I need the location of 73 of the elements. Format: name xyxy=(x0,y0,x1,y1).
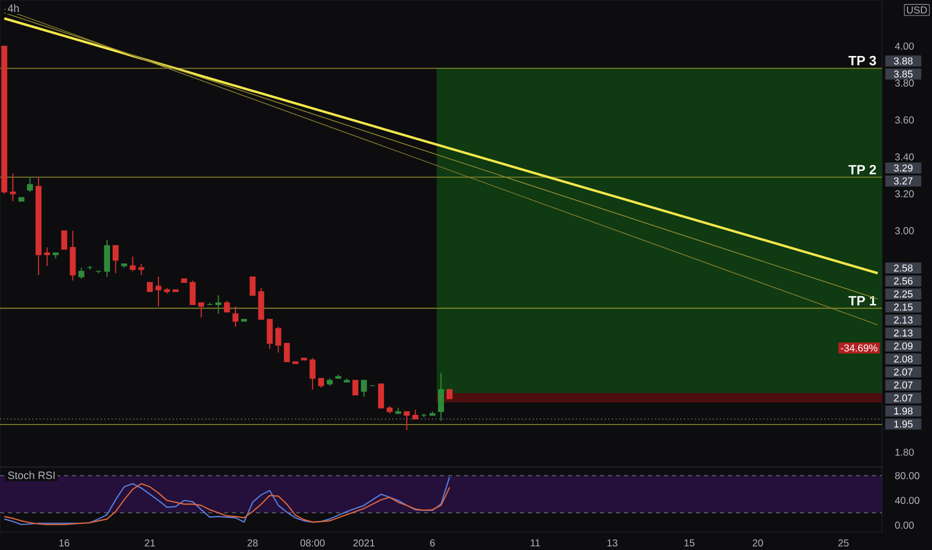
candlestick xyxy=(198,302,204,318)
x-tick-label: 28 xyxy=(248,539,258,546)
candlestick xyxy=(44,246,50,266)
candlestick xyxy=(138,263,144,276)
ref-line-label: TP 1 xyxy=(848,296,876,306)
candlestick xyxy=(190,280,196,306)
y-tick-label: 4.00 xyxy=(894,42,914,50)
candlestick xyxy=(275,326,282,354)
text: 2.13 xyxy=(894,329,913,337)
candlestick xyxy=(404,411,410,431)
text: 3.29 xyxy=(894,164,913,172)
text: 2.07 xyxy=(894,394,913,402)
candlestick xyxy=(112,244,119,274)
x-tick-label: 25 xyxy=(838,539,849,546)
text: 2.58 xyxy=(894,264,913,272)
candlestick xyxy=(10,172,16,202)
y-tick-label: 3.60 xyxy=(895,116,914,124)
text: 2.07 xyxy=(894,381,913,389)
chart-title: 4h xyxy=(8,4,19,12)
candlestick xyxy=(438,372,444,422)
candlestick xyxy=(266,318,273,350)
x-tick-label: 15 xyxy=(684,539,694,546)
candlestick xyxy=(284,342,290,362)
candlestick xyxy=(130,256,136,272)
text: 2.15 xyxy=(894,303,913,311)
ref-line-label: TP 3 xyxy=(848,56,876,66)
candlestick xyxy=(378,384,384,408)
x-tick-label: 2021 xyxy=(353,539,375,546)
text: 2.09 xyxy=(894,342,913,350)
x-tick-label: 21 xyxy=(144,539,155,546)
y-tick-label: 3.40 xyxy=(895,153,914,160)
annotation: -34.69% xyxy=(840,344,878,352)
candlestick xyxy=(78,267,84,280)
candlestick xyxy=(224,300,230,312)
candlestick xyxy=(155,276,162,307)
y-tick-label: 80.00 xyxy=(895,472,920,480)
text: 2.07 xyxy=(894,368,913,376)
candlestick xyxy=(310,358,316,390)
text: 2.56 xyxy=(894,277,913,285)
candlestick xyxy=(250,276,256,296)
text: 1.98 xyxy=(894,407,913,415)
candlestick xyxy=(318,378,324,388)
candlestick xyxy=(61,230,68,250)
candlestick xyxy=(146,282,153,292)
candlestick xyxy=(352,380,358,396)
candlestick xyxy=(215,294,222,314)
ref-line-label: TP 2 xyxy=(848,164,876,174)
y-tick-label: 0.00 xyxy=(895,522,914,529)
text: 1.95 xyxy=(894,420,913,428)
x-tick-label: 16 xyxy=(59,539,70,546)
candlestick xyxy=(27,176,33,192)
text: 2.13 xyxy=(894,316,913,324)
y-tick-label: 3.80 xyxy=(895,80,914,87)
candlestick xyxy=(232,306,238,328)
candlestick xyxy=(360,380,367,398)
candlestick xyxy=(446,389,453,400)
y-tick-label: 3.20 xyxy=(895,190,914,198)
x-tick-label: 13 xyxy=(607,539,618,546)
text: 2.25 xyxy=(894,290,913,298)
y-tick-label: 40.00 xyxy=(894,496,920,504)
text: 3.27 xyxy=(894,177,913,185)
y-tick-label: 1.80 xyxy=(895,448,914,456)
text: 3.88 xyxy=(894,57,913,65)
candlestick xyxy=(412,409,418,420)
x-tick-label: 20 xyxy=(752,539,764,546)
text: 3.85 xyxy=(894,70,913,78)
y-tick-label: 3.00 xyxy=(895,227,914,234)
chart-title: Stoch RSI xyxy=(8,471,55,480)
x-tick-label: 11 xyxy=(530,539,540,546)
text: 2.08 xyxy=(894,355,913,363)
x-tick-label: 6 xyxy=(430,539,435,546)
x-tick-label: 08:00 xyxy=(300,539,325,546)
y-axis-title: USD xyxy=(907,6,927,14)
